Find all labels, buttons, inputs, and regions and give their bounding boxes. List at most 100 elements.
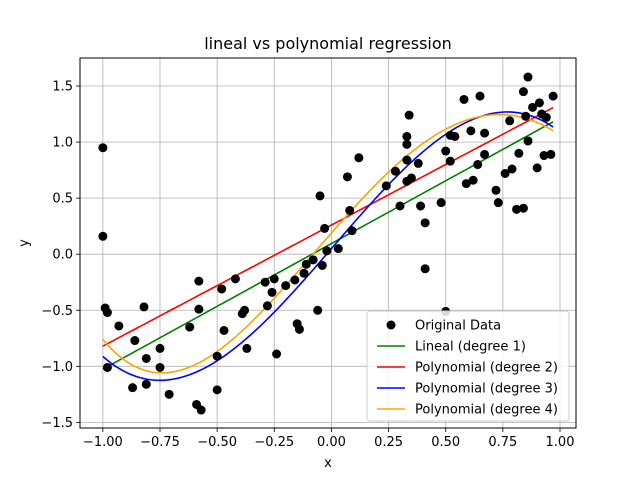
data-point xyxy=(390,166,400,176)
data-point xyxy=(528,102,538,112)
data-point xyxy=(404,110,414,120)
data-point xyxy=(532,163,542,173)
data-point xyxy=(491,185,501,195)
data-point xyxy=(416,201,426,211)
data-point xyxy=(548,91,558,101)
data-point xyxy=(354,153,364,163)
legend-box xyxy=(366,310,570,422)
data-point xyxy=(308,255,318,265)
data-point xyxy=(402,131,412,141)
data-point xyxy=(194,304,204,314)
data-point xyxy=(420,218,430,228)
data-point xyxy=(381,181,391,191)
data-point xyxy=(155,343,165,353)
chart-title: lineal vs polynomial regression xyxy=(204,34,452,53)
data-point xyxy=(301,259,311,269)
data-point xyxy=(262,301,272,311)
data-point xyxy=(219,325,229,335)
data-point xyxy=(294,324,304,334)
y-tick-label: 1.0 xyxy=(52,136,73,151)
data-point xyxy=(333,244,343,254)
x-tick-label: −0.50 xyxy=(197,435,237,450)
legend-entry: Lineal (degree 1) xyxy=(415,340,526,355)
y-tick-label: 0.5 xyxy=(52,192,73,207)
data-point xyxy=(395,201,405,211)
data-point xyxy=(480,128,490,138)
data-point xyxy=(480,149,490,159)
data-point xyxy=(402,155,412,165)
data-point xyxy=(413,158,423,168)
x-tick-label: 0.25 xyxy=(374,435,403,450)
data-point xyxy=(461,179,471,189)
data-point xyxy=(267,287,277,297)
data-point xyxy=(402,139,412,149)
data-point xyxy=(507,164,517,174)
data-point xyxy=(436,198,446,208)
data-point xyxy=(130,336,140,346)
data-point xyxy=(240,305,250,315)
data-point xyxy=(468,175,478,185)
data-point xyxy=(272,349,282,359)
data-point xyxy=(98,231,108,241)
y-tick-label: 0.0 xyxy=(52,248,73,263)
curve-4 xyxy=(102,113,554,374)
data-point xyxy=(518,203,528,213)
data-point xyxy=(450,131,460,141)
data-point xyxy=(475,91,485,101)
data-point xyxy=(518,87,528,97)
data-point xyxy=(164,389,174,399)
x-tick-label: 0.00 xyxy=(317,435,346,450)
legend-entry: Original Data xyxy=(415,319,501,334)
y-axis-label: y xyxy=(17,239,32,247)
data-point xyxy=(98,143,108,153)
data-point xyxy=(212,385,222,395)
data-point xyxy=(317,260,327,270)
data-point xyxy=(128,383,138,393)
y-tick-label: −1.5 xyxy=(41,416,73,431)
data-point xyxy=(320,223,330,233)
data-point xyxy=(541,112,551,122)
y-tick-label: −1.0 xyxy=(41,360,73,375)
data-point xyxy=(342,172,352,182)
data-point xyxy=(441,146,451,156)
x-tick-label: −0.25 xyxy=(254,435,294,450)
x-axis-label: x xyxy=(324,456,332,471)
data-point xyxy=(299,268,309,278)
data-point xyxy=(141,353,151,363)
data-point xyxy=(534,98,544,108)
y-axis-ticks: −1.5 −1.0 −0.5 0.0 0.5 1.0 1.5 xyxy=(41,80,80,431)
legend-entry: Polynomial (degree 3) xyxy=(415,382,558,397)
data-point xyxy=(290,275,300,285)
data-point xyxy=(114,321,124,331)
data-point xyxy=(466,126,476,136)
x-tick-label: 0.50 xyxy=(431,435,460,450)
y-tick-label: −0.5 xyxy=(41,304,73,319)
x-tick-label: −0.75 xyxy=(140,435,180,450)
data-point xyxy=(230,274,240,284)
x-tick-label: −1.00 xyxy=(83,435,123,450)
x-axis-ticks: −1.00 −0.75 −0.50 −0.25 0.00 0.25 0.50 0.75 1.00 xyxy=(83,428,574,450)
data-point xyxy=(347,226,357,236)
data-point xyxy=(514,148,524,158)
data-point xyxy=(212,351,222,361)
data-point xyxy=(459,94,469,104)
data-point xyxy=(473,160,483,170)
data-point xyxy=(505,116,515,126)
data-point xyxy=(141,379,151,389)
data-point xyxy=(139,302,149,312)
data-point xyxy=(406,173,416,183)
plot-frame xyxy=(79,57,577,429)
data-point xyxy=(345,205,355,215)
data-point xyxy=(242,343,252,353)
data-point xyxy=(196,405,206,415)
data-point xyxy=(315,191,325,201)
legend-entry: Polynomial (degree 4) xyxy=(415,403,558,418)
legend: Original Data Lineal (degree 1) Polynomial… xyxy=(366,310,570,422)
data-point xyxy=(523,72,533,82)
data-point xyxy=(523,136,533,146)
data-point xyxy=(539,151,549,161)
data-point xyxy=(500,168,510,178)
data-point xyxy=(521,111,531,121)
data-points xyxy=(98,72,558,415)
